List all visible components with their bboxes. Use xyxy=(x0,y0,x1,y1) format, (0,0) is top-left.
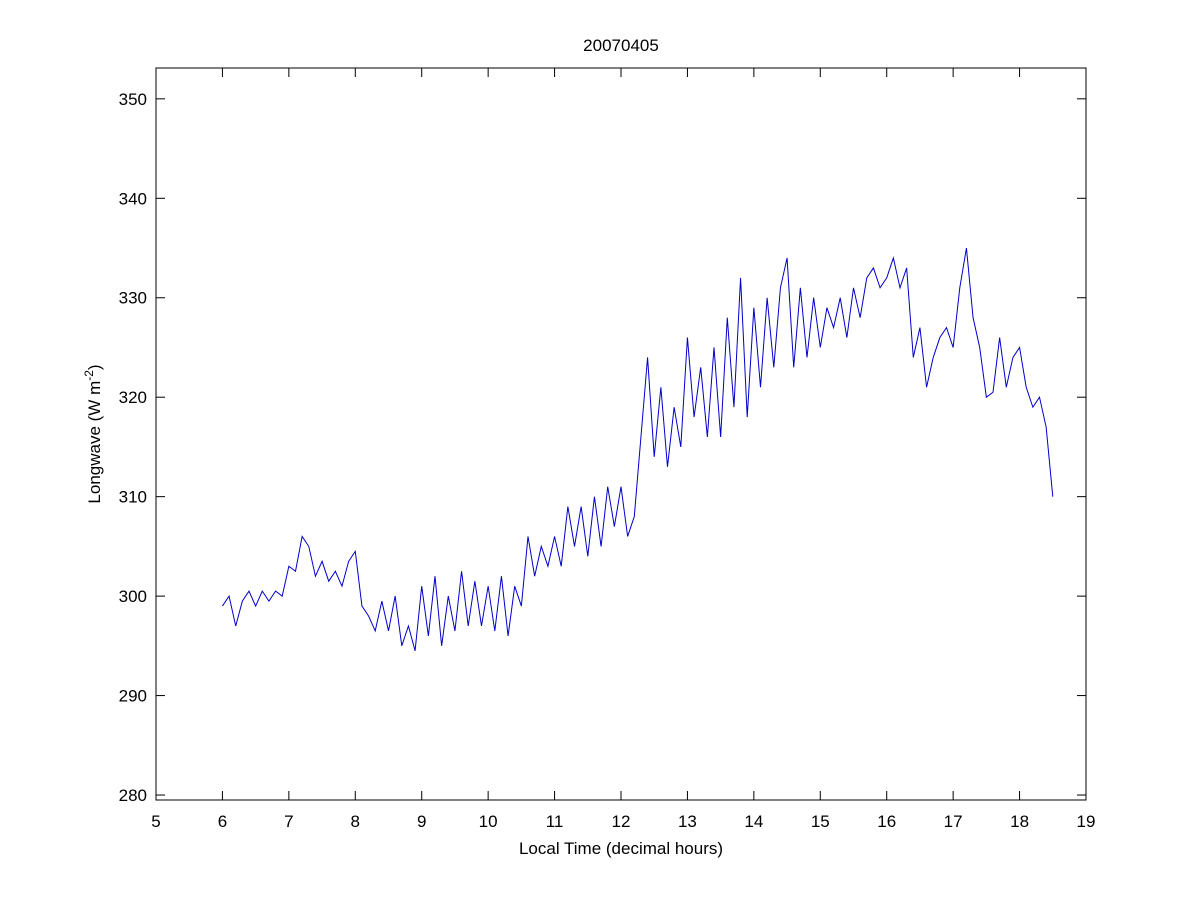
x-tick-label: 6 xyxy=(218,812,227,831)
y-label-text: Longwave (W m xyxy=(85,381,104,504)
y-tick-label: 290 xyxy=(119,687,147,706)
y-tick-label: 310 xyxy=(119,488,147,507)
y-tick-label: 280 xyxy=(119,786,147,805)
line-series xyxy=(222,247,1054,651)
x-tick-label: 12 xyxy=(612,812,631,831)
x-tick-label: 17 xyxy=(944,812,963,831)
y-tick-label: 350 xyxy=(119,90,147,109)
x-tick-label: 14 xyxy=(744,812,763,831)
y-label-superscript: -2 xyxy=(82,370,96,381)
x-tick-label: 10 xyxy=(479,812,498,831)
y-tick-label: 340 xyxy=(119,189,147,208)
y-tick-label: 330 xyxy=(119,289,147,308)
y-axis-label: Longwave (W m-2) xyxy=(82,364,104,503)
y-tick-label: 300 xyxy=(119,587,147,606)
x-tick-label: 7 xyxy=(284,812,293,831)
x-tick-label: 15 xyxy=(811,812,830,831)
x-tick-label: 8 xyxy=(351,812,360,831)
x-tick-label: 5 xyxy=(151,812,160,831)
x-tick-label: 16 xyxy=(877,812,896,831)
x-tick-label: 18 xyxy=(1010,812,1029,831)
x-tick-label: 11 xyxy=(546,812,564,831)
x-tick-label: 9 xyxy=(417,812,426,831)
x-axis-label: Local Time (decimal hours) xyxy=(519,839,723,858)
x-tick-label: 19 xyxy=(1077,812,1096,831)
chart-title: 20070405 xyxy=(583,36,659,55)
y-label-suffix: ) xyxy=(85,364,104,370)
plot-area xyxy=(155,67,1087,801)
y-tick-label: 320 xyxy=(119,388,147,407)
x-tick-label: 13 xyxy=(678,812,697,831)
